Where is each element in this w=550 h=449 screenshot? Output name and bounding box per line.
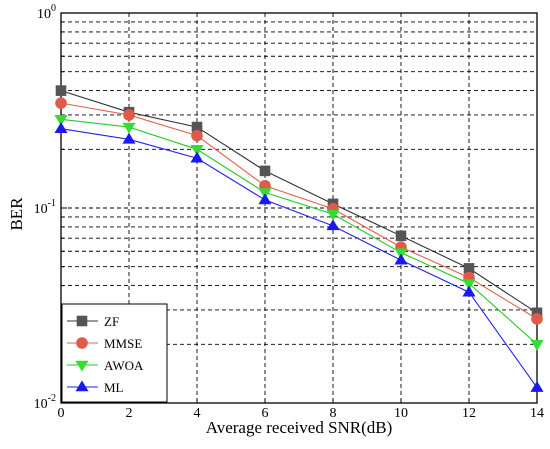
x-tick-label: 4	[194, 406, 201, 421]
x-tick-label: 2	[126, 406, 133, 421]
legend-marker-awoa	[75, 360, 89, 372]
data-point-ml	[462, 285, 476, 297]
legend: ZF MMSE AWOA ML	[61, 303, 168, 403]
data-point-ml	[326, 219, 340, 231]
legend-item-ml: ML	[67, 380, 124, 395]
y-tick-label: 10-2	[34, 393, 56, 412]
data-point-awoa	[190, 144, 204, 156]
data-point-ml	[122, 132, 136, 144]
data-point-zf	[395, 230, 407, 242]
y-tick-label: 100	[37, 3, 56, 22]
data-point-mmse	[191, 129, 203, 142]
data-point-mmse	[55, 97, 67, 109]
legend-label-mmse: MMSE	[104, 336, 142, 351]
legend-label-ml: ML	[104, 380, 124, 395]
legend-label-zf: ZF	[104, 314, 119, 329]
data-point-ml	[190, 151, 204, 163]
data-point-awoa	[462, 279, 476, 291]
x-tick-label: 14	[530, 406, 544, 421]
data-point-ml	[394, 253, 408, 265]
legend-label-awoa: AWOA	[104, 358, 144, 373]
data-point-awoa	[326, 209, 340, 221]
series-ml	[54, 122, 544, 392]
series	[54, 85, 544, 392]
x-tick-label: 8	[330, 406, 337, 421]
data-point-zf	[259, 165, 271, 177]
legend-marker-zf	[76, 315, 88, 327]
data-point-mmse	[531, 313, 543, 325]
legend-item-zf: ZF	[67, 314, 119, 329]
series-line-awoa	[60, 118, 538, 345]
series-line-mmse	[60, 102, 538, 320]
axis-ticks: 0 2 4 6 8 10 12 14 100 10-1 10-2	[34, 3, 544, 421]
x-tick-label: 0	[58, 406, 65, 421]
series-line-ml	[60, 128, 538, 388]
legend-item-mmse: MMSE	[67, 336, 142, 351]
legend-item-awoa: AWOA	[67, 358, 144, 373]
data-point-awoa	[530, 339, 544, 351]
data-point-mmse	[123, 109, 135, 121]
legend-marker-ml	[75, 380, 89, 392]
data-point-ml	[530, 380, 544, 392]
x-tick-label: 10	[394, 406, 408, 421]
x-tick-label: 12	[462, 406, 476, 421]
data-point-zf	[55, 85, 67, 96]
x-axis-label: Average received SNR(dB)	[206, 418, 393, 437]
data-point-ml	[258, 193, 272, 205]
x-tick-label: 6	[262, 406, 269, 421]
data-point-awoa	[122, 122, 136, 134]
series-line-zf	[60, 90, 538, 314]
data-point-awoa	[54, 115, 68, 126]
legend-marker-mmse	[76, 337, 88, 349]
y-axis-label: BER	[7, 197, 26, 231]
y-tick-label: 10-1	[34, 198, 56, 217]
data-point-ml	[54, 122, 68, 134]
